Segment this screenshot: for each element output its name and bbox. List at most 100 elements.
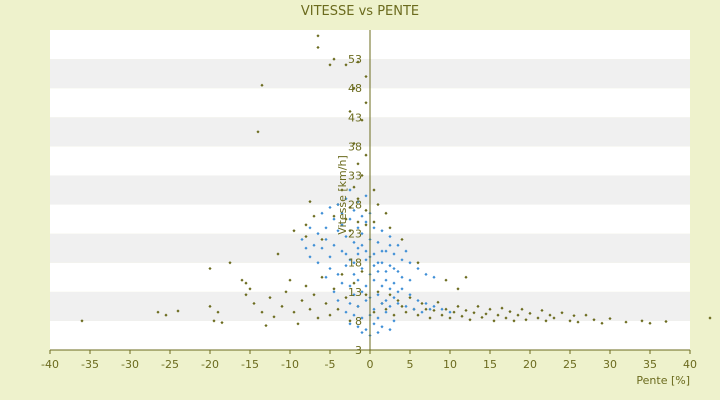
data-point	[264, 323, 268, 328]
y-axis-title: Vitesse [km/h]	[336, 155, 349, 235]
y-tick-label: 28	[348, 199, 362, 212]
data-point	[356, 162, 360, 166]
y-tick-label: 38	[348, 140, 362, 153]
y-tick-label: 3	[355, 344, 362, 357]
data-point	[292, 310, 296, 314]
data-point	[364, 258, 368, 262]
data-point	[592, 318, 596, 322]
data-point	[464, 275, 468, 279]
data-point	[352, 185, 356, 189]
data-point	[552, 316, 556, 320]
data-point	[372, 226, 376, 230]
data-point	[308, 226, 312, 230]
data-point	[388, 243, 392, 247]
data-point	[340, 249, 344, 253]
data-point	[560, 311, 564, 315]
x-tick-label: 25	[563, 358, 577, 371]
data-point	[216, 310, 220, 314]
data-point	[356, 252, 360, 256]
data-point	[360, 214, 364, 218]
data-point	[356, 226, 360, 230]
data-point	[460, 314, 464, 318]
data-point	[360, 290, 364, 294]
data-point	[364, 284, 368, 288]
data-point	[356, 325, 360, 329]
x-tick-label: 15	[483, 358, 497, 371]
data-point	[284, 290, 288, 294]
y-tick-label: 23	[348, 228, 362, 241]
data-point	[548, 313, 552, 317]
data-point	[480, 315, 484, 320]
data-point	[520, 307, 524, 311]
data-point	[648, 321, 652, 325]
data-point	[376, 202, 380, 207]
data-point	[600, 321, 604, 325]
data-point	[340, 223, 344, 227]
data-point	[344, 264, 348, 268]
data-point	[392, 319, 396, 323]
y-tick-label: 43	[348, 111, 362, 124]
data-point	[384, 269, 388, 274]
data-point	[340, 272, 344, 276]
data-point	[412, 307, 416, 311]
data-point	[624, 320, 628, 324]
data-point	[408, 293, 412, 297]
data-point	[404, 249, 408, 253]
data-point	[400, 275, 404, 279]
data-point	[364, 153, 368, 157]
data-point	[432, 275, 436, 279]
data-point	[344, 234, 348, 239]
data-point	[396, 290, 400, 294]
data-point	[364, 223, 368, 227]
data-point	[360, 266, 364, 271]
data-point	[244, 293, 248, 297]
x-tick-label: 40	[683, 358, 697, 371]
data-point	[456, 287, 460, 291]
data-point	[352, 240, 356, 244]
data-point	[268, 296, 272, 300]
data-point	[332, 57, 336, 61]
data-point	[360, 269, 364, 274]
data-point	[348, 109, 352, 114]
data-point	[320, 237, 324, 242]
data-point	[276, 252, 280, 256]
data-point	[336, 298, 340, 303]
data-point	[384, 211, 388, 215]
data-point	[384, 298, 388, 303]
data-point	[208, 304, 212, 308]
data-point	[420, 301, 424, 306]
data-point	[492, 319, 496, 323]
chart-title: VITESSE vs PENTE	[301, 4, 419, 19]
data-point	[364, 208, 368, 212]
data-point	[364, 293, 368, 297]
data-point	[348, 322, 352, 326]
data-point	[396, 243, 400, 247]
data-point	[400, 258, 404, 262]
data-point	[440, 313, 444, 317]
data-point	[352, 86, 356, 90]
data-point	[312, 243, 316, 247]
data-point	[316, 34, 320, 38]
data-point	[664, 319, 668, 324]
axes	[49, 30, 691, 354]
data-point	[464, 308, 468, 313]
data-point	[336, 229, 340, 233]
data-point	[424, 307, 428, 311]
data-point	[300, 298, 304, 303]
data-point	[360, 118, 364, 122]
data-point	[248, 287, 252, 291]
data-point	[408, 261, 412, 265]
data-point	[424, 272, 428, 276]
y-tick-label: 18	[348, 257, 362, 270]
data-point	[328, 255, 332, 259]
data-point	[504, 316, 508, 320]
data-point	[568, 319, 572, 323]
data-point	[364, 249, 368, 253]
data-point	[416, 266, 420, 271]
data-point	[260, 83, 264, 87]
data-point	[312, 293, 316, 297]
data-point	[488, 307, 492, 311]
data-point	[380, 249, 384, 253]
data-point	[324, 237, 328, 242]
data-point	[304, 284, 308, 288]
